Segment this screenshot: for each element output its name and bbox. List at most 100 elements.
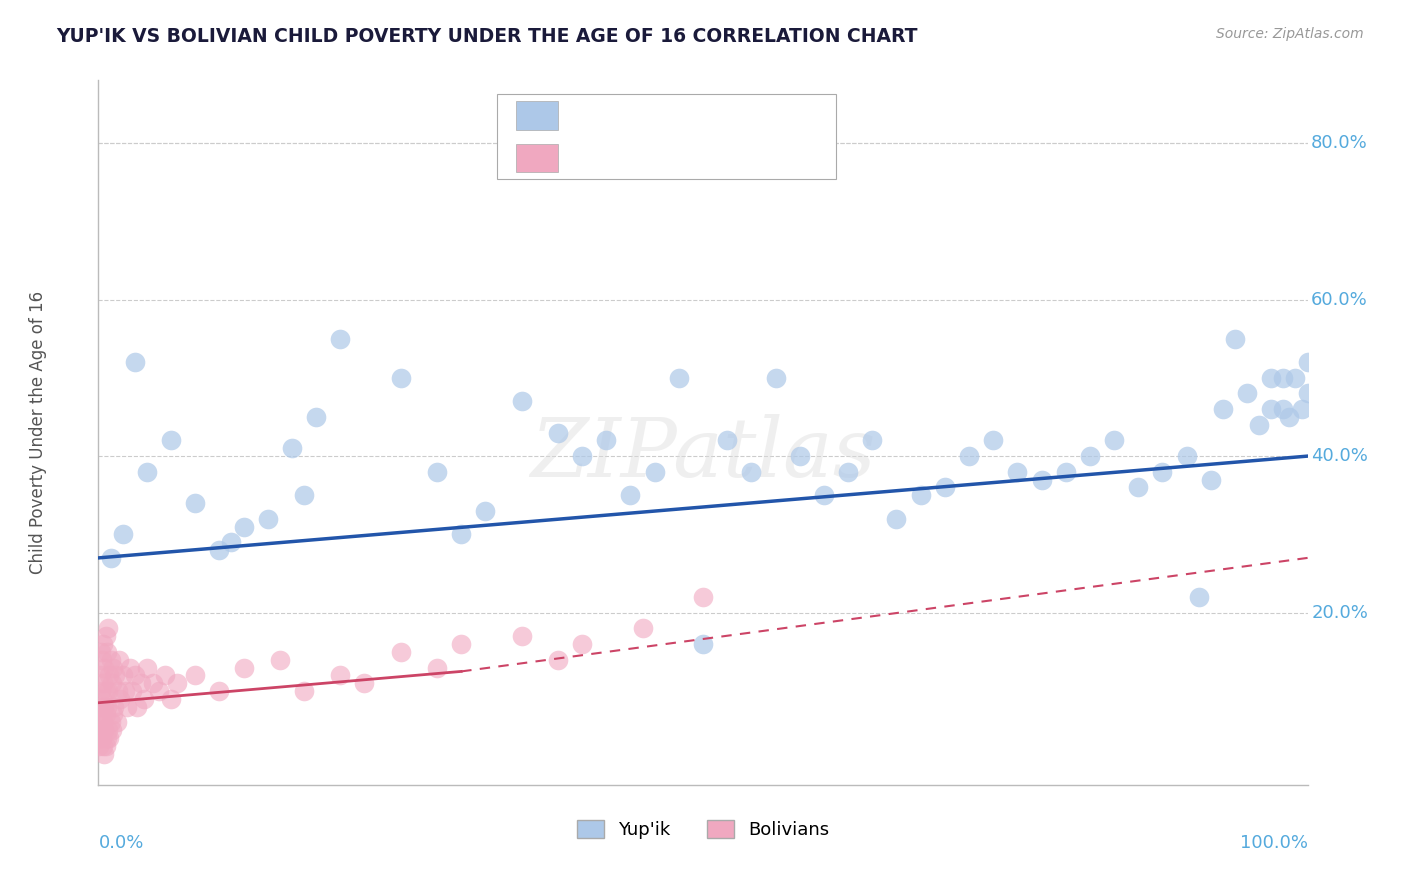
Point bbox=[765, 371, 787, 385]
Text: 40.0%: 40.0% bbox=[1312, 447, 1368, 465]
Point bbox=[389, 371, 412, 385]
Point bbox=[292, 684, 315, 698]
Point bbox=[100, 550, 122, 565]
Point bbox=[232, 660, 254, 674]
Point bbox=[108, 653, 131, 667]
Text: ZIPatlas: ZIPatlas bbox=[530, 414, 876, 494]
Point bbox=[148, 684, 170, 698]
Point bbox=[91, 676, 114, 690]
Point bbox=[101, 707, 124, 722]
Point bbox=[96, 699, 118, 714]
Point bbox=[100, 676, 122, 690]
Point bbox=[107, 684, 129, 698]
Point bbox=[108, 691, 131, 706]
Point bbox=[98, 731, 121, 745]
Point bbox=[208, 684, 231, 698]
Point bbox=[91, 731, 114, 745]
Point bbox=[1291, 402, 1313, 417]
Point bbox=[134, 691, 156, 706]
Point bbox=[101, 660, 124, 674]
Point bbox=[90, 645, 112, 659]
Point bbox=[619, 488, 641, 502]
Point bbox=[450, 527, 472, 541]
Point bbox=[93, 723, 115, 738]
Point bbox=[135, 660, 157, 674]
Point bbox=[474, 504, 496, 518]
Point bbox=[221, 535, 243, 549]
Point bbox=[94, 684, 117, 698]
Bar bbox=[498, 95, 837, 179]
Point bbox=[692, 637, 714, 651]
Point bbox=[118, 660, 141, 674]
Point bbox=[89, 731, 111, 745]
Point bbox=[910, 488, 932, 502]
Point bbox=[96, 645, 118, 659]
Point bbox=[111, 527, 134, 541]
Point bbox=[97, 723, 120, 738]
Point bbox=[426, 660, 449, 674]
Point bbox=[1236, 386, 1258, 401]
Point bbox=[135, 465, 157, 479]
Point bbox=[547, 653, 569, 667]
Point bbox=[87, 739, 110, 753]
Point bbox=[184, 668, 207, 682]
Text: 100.0%: 100.0% bbox=[1240, 834, 1308, 852]
Point bbox=[668, 371, 690, 385]
Point bbox=[91, 637, 114, 651]
Point bbox=[124, 668, 146, 682]
Point bbox=[269, 653, 291, 667]
Point bbox=[329, 332, 352, 346]
Point bbox=[89, 668, 111, 682]
Point bbox=[97, 684, 120, 698]
Point bbox=[595, 434, 617, 448]
Point bbox=[837, 465, 859, 479]
Point bbox=[89, 699, 111, 714]
Point bbox=[208, 543, 231, 558]
Point bbox=[740, 465, 762, 479]
Point bbox=[353, 676, 375, 690]
Point bbox=[100, 653, 122, 667]
Point bbox=[184, 496, 207, 510]
Point bbox=[127, 699, 149, 714]
Bar bbox=[516, 144, 558, 172]
Point bbox=[256, 512, 278, 526]
Text: Child Poverty Under the Age of 16: Child Poverty Under the Age of 16 bbox=[30, 291, 46, 574]
Point bbox=[292, 488, 315, 502]
Point bbox=[100, 715, 122, 730]
Point bbox=[105, 715, 128, 730]
Point bbox=[124, 355, 146, 369]
Point bbox=[103, 699, 125, 714]
Point bbox=[160, 434, 183, 448]
Point bbox=[117, 699, 139, 714]
Point bbox=[1260, 371, 1282, 385]
Point bbox=[160, 691, 183, 706]
Text: 0.0%: 0.0% bbox=[98, 834, 143, 852]
Point bbox=[104, 668, 127, 682]
Point bbox=[934, 480, 956, 494]
Point bbox=[142, 676, 165, 690]
Point bbox=[981, 434, 1004, 448]
Point bbox=[389, 645, 412, 659]
Point bbox=[305, 409, 328, 424]
Point bbox=[90, 707, 112, 722]
Point bbox=[153, 668, 176, 682]
Point bbox=[94, 739, 117, 753]
Point bbox=[1007, 465, 1029, 479]
Point bbox=[94, 707, 117, 722]
Point bbox=[89, 723, 111, 738]
Legend: Yup'ik, Bolivians: Yup'ik, Bolivians bbox=[569, 813, 837, 847]
Text: R = 0.043   N = 74: R = 0.043 N = 74 bbox=[595, 149, 779, 167]
Point bbox=[91, 691, 114, 706]
Point bbox=[97, 621, 120, 635]
Point bbox=[1102, 434, 1125, 448]
Point bbox=[1278, 409, 1301, 424]
Point bbox=[957, 449, 980, 463]
Point bbox=[90, 715, 112, 730]
Point bbox=[716, 434, 738, 448]
Point bbox=[1272, 371, 1295, 385]
Point bbox=[1223, 332, 1246, 346]
Point bbox=[93, 660, 115, 674]
Point bbox=[281, 442, 304, 456]
Point bbox=[94, 629, 117, 643]
Point bbox=[860, 434, 883, 448]
